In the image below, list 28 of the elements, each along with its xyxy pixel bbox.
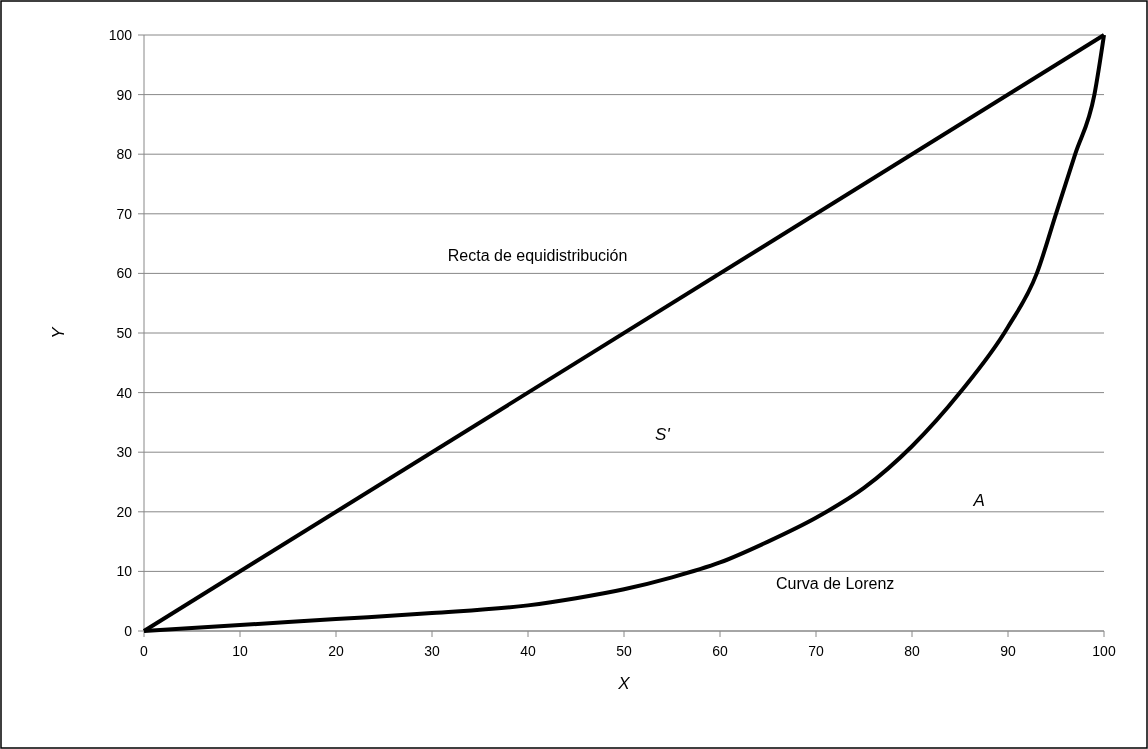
x-tick-label: 30 xyxy=(424,643,440,659)
y-axis-title: Y xyxy=(49,325,68,339)
x-tick-label: 20 xyxy=(328,643,344,659)
annotation: Curva de Lorenz xyxy=(776,575,895,593)
y-tick-label: 100 xyxy=(108,27,133,43)
x-tick-label: 50 xyxy=(616,643,632,659)
y-tick-label: 60 xyxy=(116,265,133,282)
annotation: A xyxy=(972,490,985,510)
x-axis-title: X xyxy=(617,674,631,693)
annotation: S' xyxy=(655,425,671,445)
x-tick-label: 40 xyxy=(520,643,536,659)
y-tick-label: 80 xyxy=(116,146,133,163)
x-tick-label: 80 xyxy=(904,643,920,659)
y-tick-label: 20 xyxy=(116,503,133,520)
y-tick-label: 50 xyxy=(116,325,133,341)
x-tick-label: 100 xyxy=(1092,643,1116,659)
y-tick-label: 70 xyxy=(116,205,133,222)
x-tick-label: 0 xyxy=(140,643,149,659)
annotation: Recta de equidistribución xyxy=(447,247,628,265)
x-tick-label: 60 xyxy=(712,643,728,659)
x-tick-label: 70 xyxy=(808,643,824,659)
y-tick-label: 30 xyxy=(116,444,133,461)
x-tick-label: 10 xyxy=(232,643,248,659)
y-tick-label: 40 xyxy=(116,384,133,401)
x-tick-label: 90 xyxy=(1000,643,1016,659)
y-tick-label: 10 xyxy=(116,563,133,580)
y-tick-label: 0 xyxy=(124,623,133,639)
y-tick-label: 90 xyxy=(116,86,133,103)
